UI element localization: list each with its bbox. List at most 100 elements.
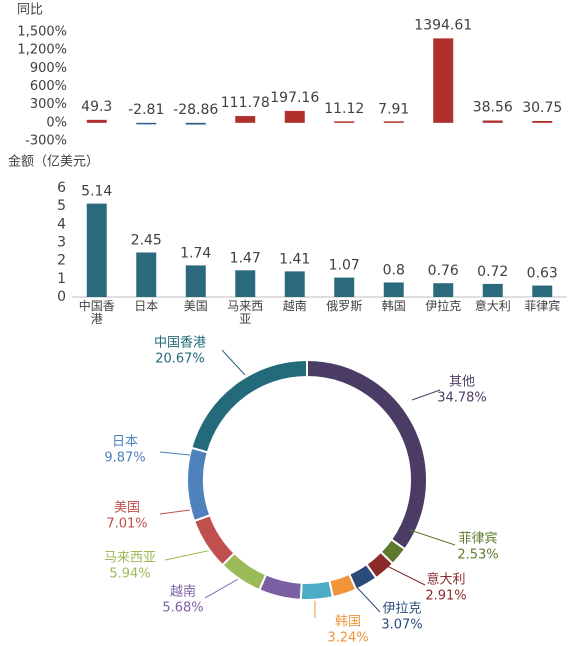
y-tick-label: 600% — [30, 79, 67, 94]
segment-name: 越南 — [170, 584, 196, 600]
bar — [334, 277, 355, 297]
value-label: -2.81 — [128, 102, 164, 118]
value-label: 111.78 — [221, 95, 270, 111]
segment-name: 意大利 — [426, 572, 465, 588]
value-label: 38.56 — [473, 99, 513, 115]
bar — [532, 285, 553, 297]
leader-line — [409, 529, 456, 546]
donut-segment — [190, 358, 308, 454]
x-tick-label: 韩国 — [381, 299, 406, 313]
yoy-title: 同比 — [17, 3, 43, 18]
x-tick-label: 俄罗斯 — [326, 299, 363, 313]
bar — [185, 122, 206, 125]
segment-value: 9.87% — [104, 451, 145, 466]
segment-value: 7.01% — [106, 517, 147, 532]
value-label: 1.74 — [180, 245, 211, 261]
value-label: 0.63 — [527, 266, 558, 282]
y-tick-label: 0 — [57, 289, 66, 305]
bar — [284, 271, 305, 297]
y-tick-label: 300% — [30, 97, 67, 112]
bar — [185, 265, 206, 297]
segment-name: 伊拉克 — [382, 602, 421, 617]
y-tick-label: 2 — [57, 253, 66, 269]
y-tick-label: 6 — [57, 180, 66, 196]
segment-name: 中国香港 — [154, 336, 206, 351]
y-tick-label: 5 — [57, 198, 66, 214]
segment-name: 韩国 — [335, 615, 361, 630]
bar — [235, 270, 256, 297]
bar — [235, 116, 256, 123]
value-label: 11.12 — [324, 101, 364, 117]
y-tick-label: 3 — [57, 235, 66, 251]
amount-title: 金额（亿美元） — [8, 154, 99, 170]
segment-name: 美国 — [114, 501, 140, 516]
segment-name: 菲律宾 — [458, 531, 497, 547]
x-tick-label: 美国 — [183, 299, 208, 313]
bar — [433, 283, 454, 297]
y-tick-label: 1,500% — [17, 25, 67, 40]
segment-value: 3.07% — [381, 618, 422, 633]
leader-line — [159, 451, 191, 456]
segment-value: 20.67% — [155, 352, 205, 367]
donut-segment — [299, 579, 335, 601]
segment-value: 5.68% — [162, 601, 203, 616]
bar — [433, 38, 454, 123]
value-label: 5.14 — [81, 184, 112, 200]
value-label: 1.47 — [230, 250, 261, 266]
bar — [136, 122, 157, 125]
leader-line — [204, 577, 241, 599]
y-tick-label: 900% — [30, 61, 67, 76]
bar — [284, 110, 305, 123]
value-label: 2.45 — [131, 232, 162, 248]
segment-name: 日本 — [112, 435, 138, 450]
segment-value: 34.78% — [437, 391, 487, 406]
segment-value: 5.94% — [109, 567, 150, 582]
value-label: 30.75 — [522, 100, 562, 116]
value-label: 7.91 — [378, 101, 409, 117]
x-tick-label: 意大利 — [474, 299, 511, 313]
leader-line — [221, 349, 246, 376]
bar — [383, 282, 404, 297]
donut-segment — [257, 573, 303, 601]
bar — [86, 203, 107, 297]
leader-line — [159, 509, 191, 515]
x-tick-label: 马来西亚 — [227, 299, 264, 326]
value-label: -28.86 — [173, 102, 218, 118]
y-tick-label: -300% — [25, 134, 67, 149]
segment-name: 其他 — [449, 375, 475, 390]
segment-value: 2.53% — [457, 548, 498, 563]
bar — [136, 252, 157, 297]
bar — [482, 283, 503, 297]
value-label: 0.8 — [383, 262, 405, 278]
value-label: 1394.61 — [414, 17, 472, 33]
x-tick-label: 中国香港 — [78, 299, 115, 326]
donut-segment — [306, 358, 428, 551]
x-tick-label: 日本 — [134, 299, 159, 313]
bar — [86, 119, 107, 123]
x-tick-label: 越南 — [282, 299, 307, 313]
donut-segment — [186, 446, 212, 523]
value-label: 197.16 — [270, 90, 319, 106]
bar — [532, 120, 553, 123]
value-label: 0.72 — [477, 264, 508, 280]
leader-line — [411, 389, 441, 401]
segment-value: 2.91% — [425, 589, 466, 604]
donut-segment — [192, 513, 236, 567]
segment-value: 3.24% — [327, 631, 368, 646]
value-label: 1.07 — [329, 258, 360, 274]
leader-line — [384, 564, 426, 586]
bar — [383, 121, 404, 123]
bar — [482, 120, 503, 123]
y-tick-label: 0% — [46, 115, 67, 130]
value-label: 1.41 — [279, 251, 310, 267]
value-label: 0.76 — [428, 263, 459, 279]
y-tick-label: 1 — [57, 271, 66, 287]
bar — [334, 121, 355, 123]
y-tick-label: 4 — [57, 216, 66, 232]
x-tick-label: 伊拉克 — [425, 299, 462, 313]
segment-name: 马来西亚 — [104, 551, 156, 566]
leader-line — [164, 549, 213, 561]
y-tick-label: 1,200% — [17, 43, 67, 58]
